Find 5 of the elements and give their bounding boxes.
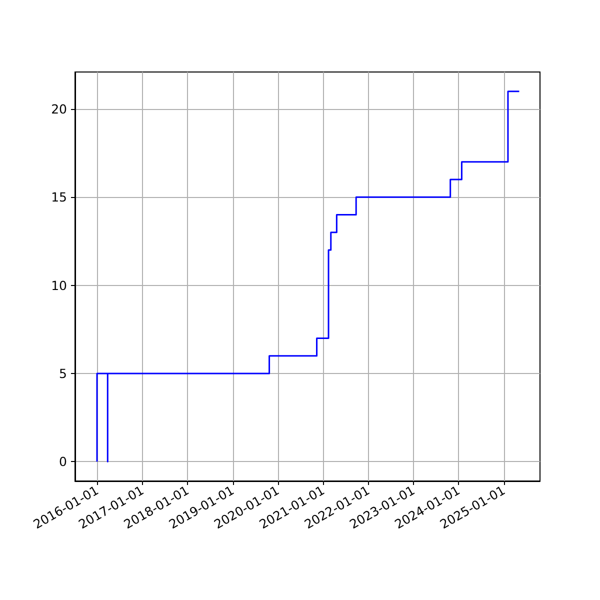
y-tick-label: 0 <box>59 454 68 470</box>
y-tick-label: 10 <box>51 278 68 293</box>
y-tick-label: 15 <box>51 190 67 205</box>
y-tick-label: 20 <box>51 102 68 117</box>
y-tick-label: 5 <box>59 366 67 381</box>
